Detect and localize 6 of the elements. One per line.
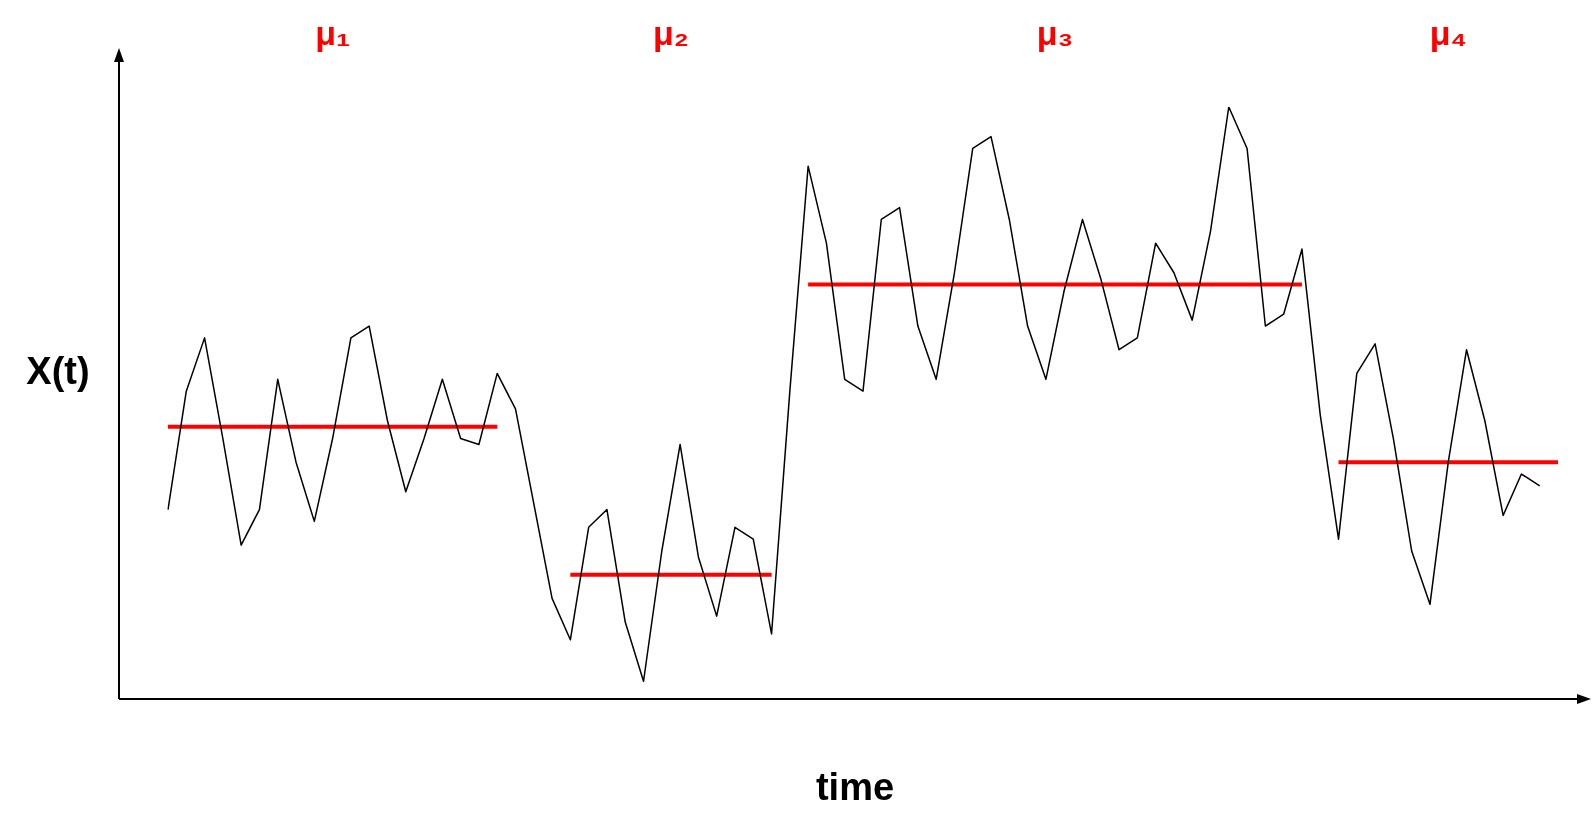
y-axis-title: X(t) bbox=[26, 349, 90, 392]
text: μ₁ bbox=[315, 14, 351, 53]
x-axis-title: time bbox=[815, 766, 895, 809]
text: μ₂ bbox=[653, 14, 689, 53]
text: μ₄ bbox=[1429, 14, 1467, 53]
text: μ₃ bbox=[1036, 14, 1074, 53]
